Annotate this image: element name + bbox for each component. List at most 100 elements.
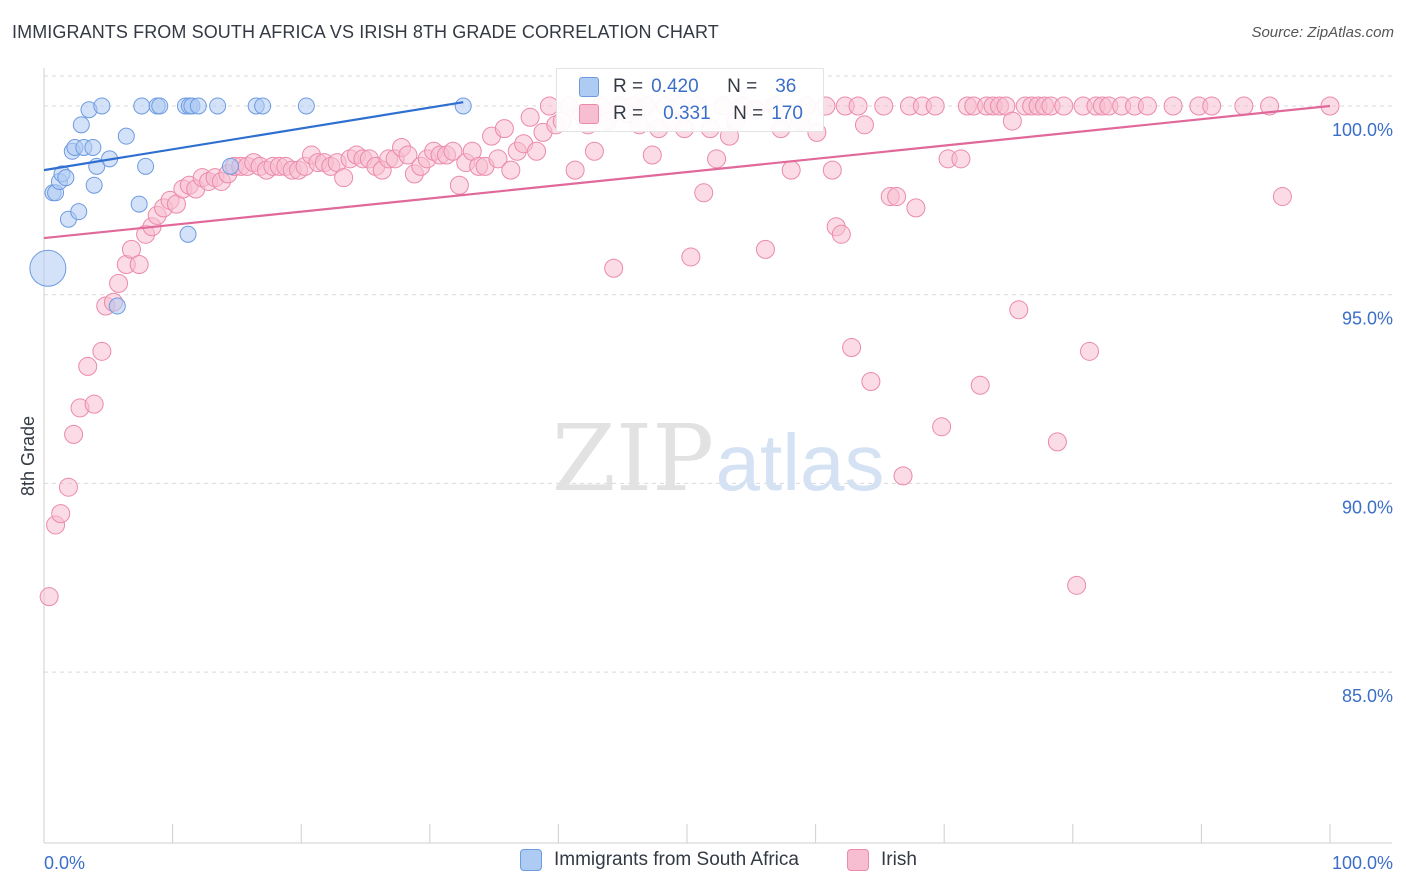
irish-point <box>1163 96 1183 116</box>
irish-point <box>58 477 78 497</box>
irish-point <box>1137 96 1157 116</box>
irish-point <box>970 375 990 395</box>
stats-n-value: 170 <box>771 103 803 124</box>
watermark-zip: ZIP <box>552 405 714 512</box>
stats-swatch-pink <box>579 104 599 124</box>
irish-point <box>887 187 907 207</box>
watermark: ZIP atlas <box>552 405 885 512</box>
irish-point <box>932 417 952 437</box>
stats-n-label: N = <box>733 103 764 124</box>
south-africa-trend-line <box>43 101 464 172</box>
irish-point <box>39 587 59 607</box>
stats-r-value: 0.331 <box>663 103 711 124</box>
irish-point <box>1260 96 1280 116</box>
south-africa-point <box>108 297 126 315</box>
stats-r-label: R = <box>613 76 644 97</box>
south-africa-point <box>221 157 239 175</box>
irish-point <box>681 247 701 267</box>
irish-point <box>449 175 469 195</box>
south-africa-point <box>209 97 227 115</box>
stats-n-value: 36 <box>775 76 797 97</box>
stats-box: R = 0.420 N = 36 R = 0.331 N = 170 <box>556 68 824 132</box>
irish-point <box>874 96 894 116</box>
y-tick-label: 90.0% <box>1342 497 1393 517</box>
irish-point <box>527 141 547 161</box>
irish-point <box>1047 432 1067 452</box>
irish-point <box>584 141 604 161</box>
south-africa-point <box>29 249 67 287</box>
irish-point <box>604 258 624 278</box>
irish-point <box>906 198 926 218</box>
irish-point <box>1080 341 1100 361</box>
irish-point <box>92 341 112 361</box>
legend-label: Irish <box>881 849 917 870</box>
irish-point <box>1009 300 1029 320</box>
legend: Immigrants from South Africa Irish <box>0 849 1406 879</box>
irish-point <box>831 224 851 244</box>
south-africa-point <box>137 157 155 175</box>
irish-point <box>1067 575 1087 595</box>
axes <box>43 68 1392 844</box>
south-africa-point <box>297 97 315 115</box>
stats-row-blue: R = 0.420 N = 36 <box>557 73 796 101</box>
irish-point <box>842 338 862 358</box>
irish-point <box>822 160 842 180</box>
stats-r-value: 0.420 <box>651 76 699 97</box>
irish-point <box>925 96 945 116</box>
south-africa-point <box>130 195 148 213</box>
irish-point <box>755 239 775 259</box>
irish-point <box>854 115 874 135</box>
irish-point <box>1002 111 1022 131</box>
legend-item-south-africa[interactable]: Immigrants from South Africa <box>520 849 799 871</box>
irish-point <box>51 504 71 524</box>
irish-point <box>78 356 98 376</box>
legend-label: Immigrants from South Africa <box>554 849 799 870</box>
legend-swatch-blue <box>520 849 542 871</box>
stats-row-pink: R = 0.331 N = 170 <box>557 100 803 128</box>
south-africa-point <box>72 116 90 134</box>
south-africa-point <box>93 97 111 115</box>
irish-point <box>1054 96 1074 116</box>
irish-point <box>494 119 514 139</box>
irish-point <box>109 273 129 293</box>
irish-point <box>501 160 521 180</box>
trend-lines <box>43 101 1331 240</box>
irish-point <box>1272 187 1292 207</box>
legend-swatch-pink <box>847 849 869 871</box>
irish-point <box>398 145 418 165</box>
irish-point <box>781 160 801 180</box>
irish-point <box>951 149 971 169</box>
chart-title: IMMIGRANTS FROM SOUTH AFRICA VS IRISH 8T… <box>12 22 719 42</box>
source-label: Source: ZipAtlas.com <box>1251 24 1394 41</box>
irish-point <box>84 394 104 414</box>
y-tick-label: 100.0% <box>1332 120 1393 140</box>
irish-point <box>694 183 714 203</box>
irish-point <box>334 168 354 188</box>
irish-point <box>64 424 84 444</box>
south-africa-point <box>84 138 102 156</box>
stats-n-label: N = <box>727 76 758 97</box>
south-africa-point <box>151 97 169 115</box>
south-africa-point <box>70 203 88 221</box>
irish-point <box>443 141 463 161</box>
irish-point <box>848 96 868 116</box>
legend-item-irish[interactable]: Irish <box>847 849 917 871</box>
irish-point <box>1234 96 1254 116</box>
irish-point <box>488 149 508 169</box>
tick-labels: 100.0% 95.0% 90.0% 85.0% 0.0% 100.0% <box>44 120 1393 873</box>
south-africa-point <box>179 225 197 243</box>
south-africa-point <box>189 97 207 115</box>
irish-point <box>861 372 881 392</box>
stats-swatch-blue <box>579 77 599 97</box>
irish-point <box>520 107 540 127</box>
south-africa-point <box>57 169 75 187</box>
south-africa-point <box>254 97 272 115</box>
irish-trend-line <box>43 104 1331 240</box>
irish-point <box>129 255 149 274</box>
x-tick-label: 0.0% <box>44 853 85 873</box>
irish-point <box>707 149 727 169</box>
irish-point <box>642 145 662 165</box>
south-africa-point <box>454 97 472 115</box>
y-axis-label: 8th Grade <box>18 416 38 496</box>
